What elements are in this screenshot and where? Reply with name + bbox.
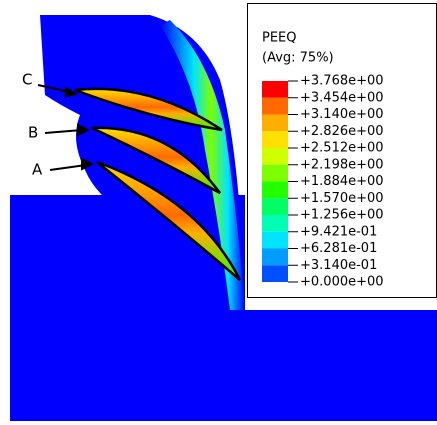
legend-swatch bbox=[262, 215, 288, 232]
legend-label: +9.421e-01 bbox=[300, 224, 377, 239]
contour-plot: C B A PEEQ (Avg: 75%) +3.768e+00+3.454e+… bbox=[0, 0, 437, 421]
legend-swatch bbox=[262, 131, 288, 148]
legend-label: +3.140e+00 bbox=[300, 107, 384, 122]
legend-subtitle: (Avg: 75%) bbox=[262, 51, 334, 66]
legend-swatch bbox=[262, 98, 288, 115]
legend-swatch bbox=[262, 265, 288, 282]
legend-swatch bbox=[262, 249, 288, 266]
legend-swatch bbox=[262, 182, 288, 199]
page: {"legend": {"title": "PEEQ", "subtitle":… bbox=[0, 0, 437, 421]
annotation-label: B bbox=[28, 124, 38, 142]
legend-label: +1.884e+00 bbox=[300, 174, 384, 189]
annotation-label: A bbox=[32, 161, 43, 179]
legend-label: +3.454e+00 bbox=[300, 90, 384, 105]
legend-title: PEEQ bbox=[262, 31, 297, 46]
legend-swatch bbox=[262, 165, 288, 182]
legend-swatch bbox=[262, 148, 288, 165]
legend-label: +6.281e-01 bbox=[300, 241, 377, 256]
annotations: C B A bbox=[22, 71, 43, 179]
legend-label: +3.140e-01 bbox=[300, 258, 377, 273]
legend-label: +3.768e+00 bbox=[300, 74, 384, 89]
legend-label: +2.826e+00 bbox=[300, 124, 384, 139]
legend-label: +2.512e+00 bbox=[300, 141, 384, 156]
legend-swatch bbox=[262, 232, 288, 249]
legend-label: +1.256e+00 bbox=[300, 208, 384, 223]
annotation-label: C bbox=[22, 71, 32, 89]
legend-label: +1.570e+00 bbox=[300, 191, 384, 206]
legend-label: +2.198e+00 bbox=[300, 157, 384, 172]
legend-swatch bbox=[262, 198, 288, 215]
legend-swatch bbox=[262, 115, 288, 132]
legend-label: +0.000e+00 bbox=[300, 275, 384, 290]
legend-swatch bbox=[262, 81, 288, 98]
